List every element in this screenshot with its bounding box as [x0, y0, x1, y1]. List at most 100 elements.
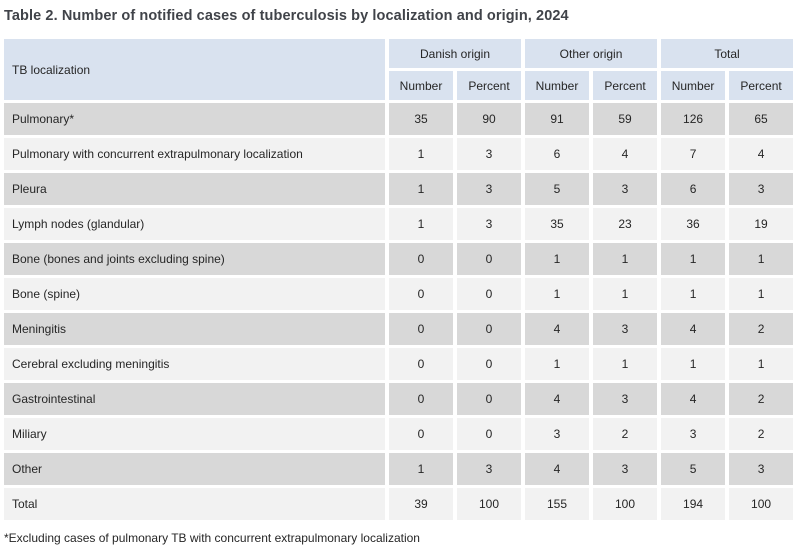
cell-value: 3: [729, 173, 794, 205]
cell-value: 0: [457, 348, 522, 380]
row-label: Pulmonary*: [4, 103, 385, 135]
cell-value: 59: [593, 103, 658, 135]
cell-value: 0: [389, 278, 453, 310]
cell-value: 1: [593, 278, 658, 310]
table-row: Lymph nodes (glandular) 1 3 35 23 36 19: [4, 208, 794, 240]
row-label: Total: [4, 488, 385, 520]
table-footnote: *Excluding cases of pulmonary TB with co…: [4, 531, 420, 545]
cell-value: 5: [525, 173, 590, 205]
subheader-other-percent: Percent: [593, 71, 658, 100]
cell-value: 6: [661, 173, 726, 205]
cell-value: 3: [525, 418, 590, 450]
subheader-other-number: Number: [525, 71, 590, 100]
cell-value: 1: [525, 348, 590, 380]
cell-value: 194: [661, 488, 726, 520]
cell-value: 0: [457, 278, 522, 310]
column-group-total: Total: [661, 39, 794, 68]
cell-value: 6: [525, 138, 590, 170]
table-row: Bone (spine) 0 0 1 1 1 1: [4, 278, 794, 310]
cell-value: 100: [457, 488, 522, 520]
cell-value: 1: [525, 243, 590, 275]
header-subrow: Number Percent Number Percent Number Per…: [4, 71, 794, 100]
cell-value: 3: [593, 313, 658, 345]
cell-value: 1: [389, 208, 453, 240]
cell-value: 1: [661, 278, 726, 310]
table-row: Cerebral excluding meningitis 0 0 1 1 1 …: [4, 348, 794, 380]
cell-value: 65: [729, 103, 794, 135]
table-row: Bone (bones and joints excluding spine) …: [4, 243, 794, 275]
cell-value: 1: [729, 278, 794, 310]
subheader-danish-number: Number: [389, 71, 453, 100]
table-row: Pulmonary* 35 90 91 59 126 65: [4, 103, 794, 135]
subheader-total-percent: Percent: [729, 71, 794, 100]
cell-value: 4: [661, 313, 726, 345]
tb-localization-table: TB localization Danish origin Other orig…: [0, 36, 797, 523]
cell-value: 2: [729, 383, 794, 415]
cell-value: 1: [525, 278, 590, 310]
table-row-total: Total 39 100 155 100 194 100: [4, 488, 794, 520]
cell-value: 4: [593, 138, 658, 170]
cell-value: 91: [525, 103, 590, 135]
row-label: Lymph nodes (glandular): [4, 208, 385, 240]
cell-value: 1: [729, 243, 794, 275]
cell-value: 7: [661, 138, 726, 170]
cell-value: 1: [661, 348, 726, 380]
cell-value: 2: [729, 418, 794, 450]
cell-value: 1: [593, 348, 658, 380]
row-label: Bone (spine): [4, 278, 385, 310]
cell-value: 126: [661, 103, 726, 135]
cell-value: 0: [389, 313, 453, 345]
row-label: Pleura: [4, 173, 385, 205]
column-group-other-origin: Other origin: [525, 39, 658, 68]
cell-value: 0: [457, 243, 522, 275]
table-row: Pleura 1 3 5 3 6 3: [4, 173, 794, 205]
cell-value: 100: [593, 488, 658, 520]
cell-value: 4: [525, 383, 590, 415]
cell-value: 3: [593, 173, 658, 205]
cell-value: 4: [525, 313, 590, 345]
table-row: Meningitis 0 0 4 3 4 2: [4, 313, 794, 345]
table-row: Gastrointestinal 0 0 4 3 4 2: [4, 383, 794, 415]
cell-value: 1: [729, 348, 794, 380]
cell-value: 0: [457, 418, 522, 450]
subheader-danish-percent: Percent: [457, 71, 522, 100]
cell-value: 0: [457, 383, 522, 415]
cell-value: 4: [525, 453, 590, 485]
table-header: TB localization Danish origin Other orig…: [4, 39, 794, 100]
cell-value: 90: [457, 103, 522, 135]
table-body: Pulmonary* 35 90 91 59 126 65 Pulmonary …: [4, 103, 794, 520]
table-row: Miliary 0 0 3 2 3 2: [4, 418, 794, 450]
row-label: Miliary: [4, 418, 385, 450]
cell-value: 2: [729, 313, 794, 345]
cell-value: 1: [389, 173, 453, 205]
cell-value: 36: [661, 208, 726, 240]
subheader-total-number: Number: [661, 71, 726, 100]
cell-value: 39: [389, 488, 453, 520]
row-header-label: TB localization: [4, 39, 385, 100]
cell-value: 35: [389, 103, 453, 135]
cell-value: 5: [661, 453, 726, 485]
cell-value: 23: [593, 208, 658, 240]
cell-value: 1: [661, 243, 726, 275]
cell-value: 3: [457, 138, 522, 170]
header-group-row: TB localization Danish origin Other orig…: [4, 39, 794, 100]
cell-value: 1: [389, 453, 453, 485]
cell-value: 3: [593, 453, 658, 485]
cell-value: 1: [389, 138, 453, 170]
cell-value: 0: [389, 418, 453, 450]
cell-value: 2: [593, 418, 658, 450]
cell-value: 155: [525, 488, 590, 520]
table-title: Table 2. Number of notified cases of tub…: [4, 8, 569, 24]
cell-value: 3: [457, 173, 522, 205]
cell-value: 19: [729, 208, 794, 240]
cell-value: 3: [593, 383, 658, 415]
cell-value: 0: [457, 313, 522, 345]
cell-value: 4: [729, 138, 794, 170]
table-row: Pulmonary with concurrent extrapulmonary…: [4, 138, 794, 170]
cell-value: 4: [661, 383, 726, 415]
row-label: Meningitis: [4, 313, 385, 345]
table-row: Other 1 3 4 3 5 3: [4, 453, 794, 485]
cell-value: 3: [729, 453, 794, 485]
cell-value: 0: [389, 243, 453, 275]
